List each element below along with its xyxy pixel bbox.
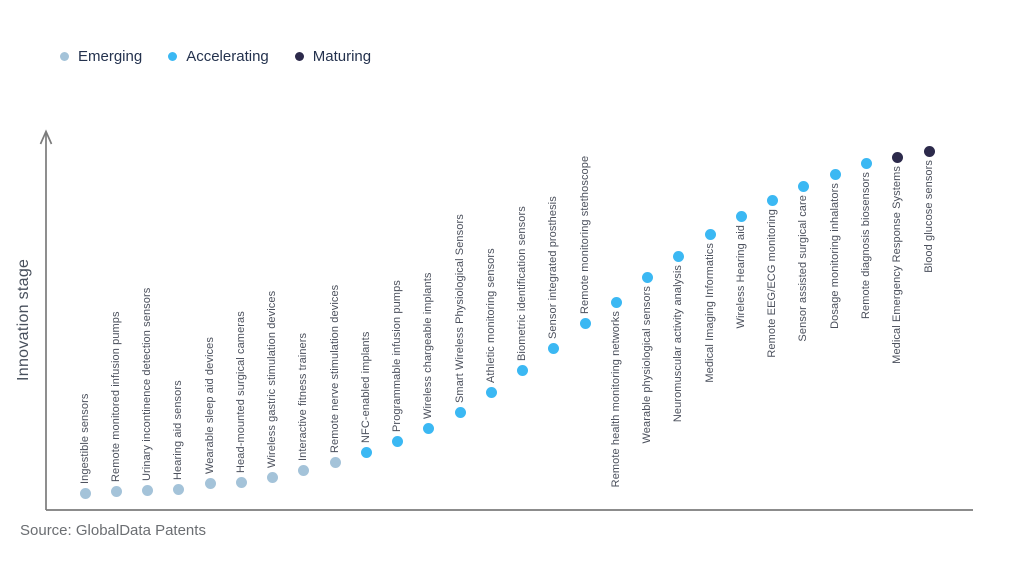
data-point-label: NFC-enabled implants [359, 331, 372, 443]
data-point-label: Wireless chargeable implants [422, 272, 435, 419]
data-point-label: Head-mounted surgical cameras [234, 311, 247, 473]
data-point-dot [642, 271, 654, 283]
data-point-dot [517, 364, 529, 376]
data-point-label: Sensor assisted surgical care [797, 195, 810, 342]
data-point-dot [923, 145, 935, 157]
data-point-label: Medical Emergency Response Systems [891, 166, 904, 364]
data-point-label: Hearing aid sensors [172, 380, 185, 480]
data-point-label: Smart Wireless Physiological Sensors [453, 214, 466, 403]
legend-item-accelerating: Accelerating [168, 48, 269, 65]
chart-legend: Emerging Accelerating Maturing [60, 48, 371, 65]
maturing-dot-icon [294, 52, 304, 61]
data-point-label: Ingestible sensors [78, 393, 91, 484]
legend-label: Emerging [78, 48, 143, 65]
data-point-label: Wearable sleep aid devices [203, 337, 216, 474]
data-point-dot [173, 483, 185, 495]
legend-label: Maturing [312, 48, 372, 65]
data-point-label: Remote nerve stimulation devices [328, 284, 341, 453]
data-point-dot [548, 342, 560, 354]
data-point-dot [142, 484, 154, 496]
legend-label: Accelerating [186, 48, 269, 65]
data-point-label: Programmable infusion pumps [391, 280, 404, 432]
data-point-label: Remote health monitoring networks [609, 311, 622, 488]
data-point-label: Blood glucose sensors [922, 160, 935, 273]
emerging-dot-icon [60, 52, 69, 61]
legend-item-emerging: Emerging [60, 48, 142, 65]
data-point-label: Wireless Hearing aid [734, 225, 747, 329]
data-point-label: Interactive fitness trainers [297, 332, 310, 461]
data-point-dot [610, 296, 622, 308]
data-point-label: Neuromuscular activity analysis [672, 265, 685, 423]
data-point-label: Wireless gastric stimulation devices [266, 290, 279, 468]
data-point-dot [673, 250, 685, 262]
data-point-dot [329, 456, 341, 468]
data-point-dot [110, 485, 122, 497]
data-point-label: Remote monitored infusion pumps [109, 311, 122, 482]
data-point-dot [267, 471, 279, 483]
data-point-dot [392, 435, 404, 447]
accelerating-dot-icon [168, 52, 178, 61]
data-point-label: Dosage monitoring inhalators [828, 183, 841, 329]
data-point-label: Wearable physiological sensors [641, 286, 654, 444]
data-point-dot [204, 477, 216, 489]
y-axis-title: Innovation stage [15, 258, 32, 381]
data-point-label: Medical Imaging Informatics [703, 243, 716, 383]
data-point-dot [829, 168, 841, 180]
y-axis-arrow-icon [39, 129, 53, 145]
data-point-label: Urinary incontinence detection sensors [141, 287, 154, 481]
data-point-dot [235, 476, 247, 488]
data-point-dot [767, 194, 779, 206]
data-point-label: Biometric identification sensors [516, 206, 529, 361]
data-point-label: Sensor integrated prosthesis [547, 196, 560, 339]
data-point-dot [798, 180, 810, 192]
data-point-dot [298, 464, 310, 476]
data-point-dot [79, 487, 91, 499]
legend-item-maturing: Maturing [294, 48, 372, 65]
data-point-dot [579, 317, 591, 329]
data-point-label: Remote EEG/ECG monitoring [766, 209, 779, 358]
source-note: Source: GlobalData Patents [20, 522, 206, 539]
data-point-dot [360, 446, 372, 458]
data-point-dot [892, 151, 904, 163]
data-point-dot [454, 406, 466, 418]
data-point-dot [861, 157, 872, 169]
data-point-dot [423, 422, 435, 434]
data-point-dot [704, 228, 716, 240]
data-point-label: Athletic monitoring sensors [484, 248, 497, 383]
data-point-label: Remote diagnosis biosensors [860, 172, 872, 319]
data-point-label: Remote monitoring stethoscope [578, 155, 591, 314]
data-point-dot [735, 210, 747, 222]
data-point-dot [485, 386, 497, 398]
